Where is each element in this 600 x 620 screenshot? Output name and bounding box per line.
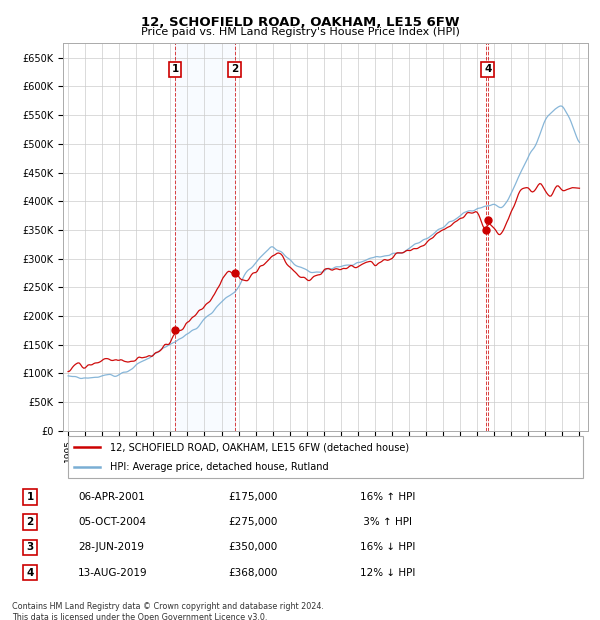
Text: 1: 1 [172, 64, 179, 74]
Text: 4: 4 [26, 567, 34, 578]
Text: 1: 1 [26, 492, 34, 502]
Text: 16% ↓ HPI: 16% ↓ HPI [360, 542, 415, 552]
Text: HPI: Average price, detached house, Rutland: HPI: Average price, detached house, Rutl… [110, 463, 329, 472]
Text: £275,000: £275,000 [228, 517, 277, 528]
Text: 16% ↑ HPI: 16% ↑ HPI [360, 492, 415, 502]
Text: 12, SCHOFIELD ROAD, OAKHAM, LE15 6FW (detached house): 12, SCHOFIELD ROAD, OAKHAM, LE15 6FW (de… [110, 442, 409, 452]
FancyBboxPatch shape [68, 436, 583, 478]
Text: 3% ↑ HPI: 3% ↑ HPI [360, 517, 412, 528]
Text: 2: 2 [231, 64, 238, 74]
Bar [175, 43, 235, 431]
Text: £175,000: £175,000 [228, 492, 277, 502]
Text: 3: 3 [26, 542, 34, 552]
Text: 06-APR-2001: 06-APR-2001 [78, 492, 145, 502]
Text: 12% ↓ HPI: 12% ↓ HPI [360, 567, 415, 578]
Text: 13-AUG-2019: 13-AUG-2019 [78, 567, 148, 578]
Text: £368,000: £368,000 [228, 567, 277, 578]
Text: This data is licensed under the Open Government Licence v3.0.: This data is licensed under the Open Gov… [12, 613, 268, 620]
Text: 05-OCT-2004: 05-OCT-2004 [78, 517, 146, 528]
Text: 28-JUN-2019: 28-JUN-2019 [78, 542, 144, 552]
Text: Price paid vs. HM Land Registry's House Price Index (HPI): Price paid vs. HM Land Registry's House … [140, 27, 460, 37]
Text: £350,000: £350,000 [228, 542, 277, 552]
Text: Contains HM Land Registry data © Crown copyright and database right 2024.: Contains HM Land Registry data © Crown c… [12, 601, 324, 611]
Text: 12, SCHOFIELD ROAD, OAKHAM, LE15 6FW: 12, SCHOFIELD ROAD, OAKHAM, LE15 6FW [141, 16, 459, 29]
Text: 2: 2 [26, 517, 34, 528]
Text: 4: 4 [484, 64, 491, 74]
